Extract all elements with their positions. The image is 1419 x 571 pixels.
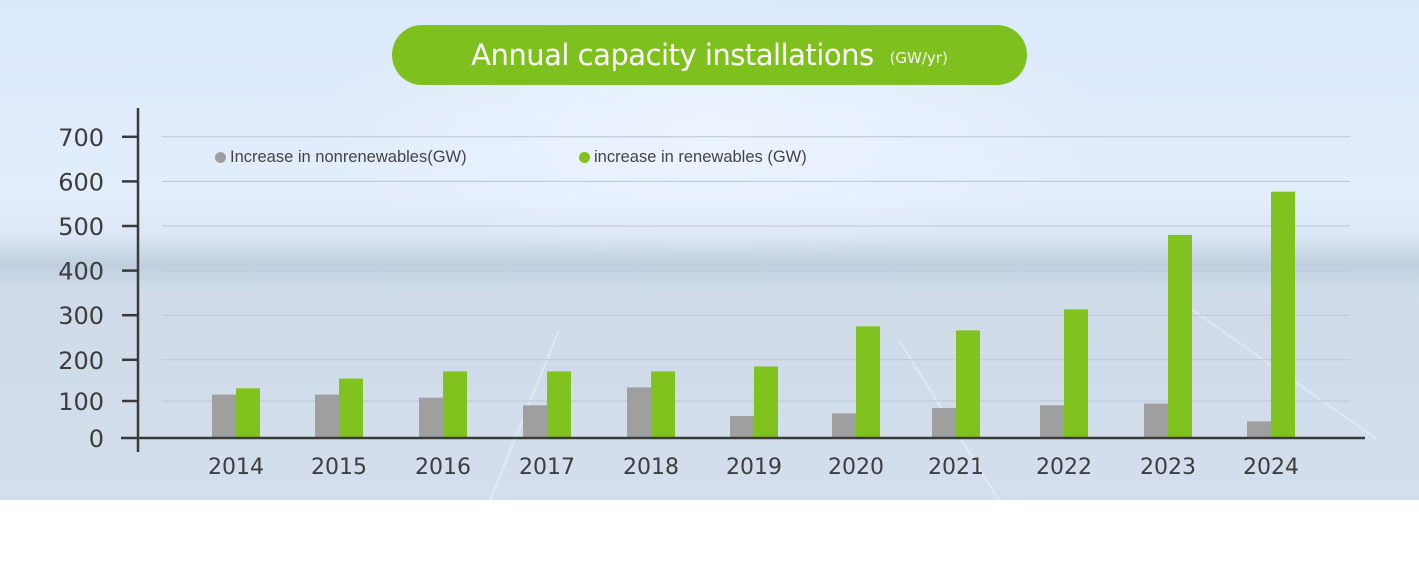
x-tick-label: 2020 — [828, 455, 884, 480]
x-tick-label: 2015 — [311, 455, 367, 480]
y-tick-labels: 0 100 200 300 400 500 600 700 — [58, 124, 104, 453]
legend-label-nonrenewables: Increase in nonrenewables(GW) — [230, 148, 467, 166]
bar-nonrenewables-2020 — [832, 413, 856, 438]
x-tick-label: 2019 — [726, 455, 782, 480]
bar-nonrenewables-2022 — [1040, 405, 1064, 438]
x-tick-label: 2023 — [1140, 455, 1196, 480]
chart-title: Annual capacity installations — [471, 38, 874, 72]
x-tick-label: 2022 — [1036, 455, 1092, 480]
bar-renewables-2015 — [339, 378, 363, 438]
x-tick-label: 2016 — [415, 455, 471, 480]
y-tick-label: 200 — [58, 347, 104, 375]
bar-nonrenewables-2017 — [523, 405, 547, 438]
legend-dot-gray — [215, 152, 226, 163]
y-tick-label: 400 — [58, 258, 104, 286]
bar-nonrenewables-2018 — [627, 387, 651, 438]
x-tick-label: 2024 — [1243, 455, 1299, 480]
x-tick-label: 2014 — [208, 455, 264, 480]
legend-item-renewables: increase in renewables (GW) — [579, 148, 807, 167]
legend-item-nonrenewables: Increase in nonrenewables(GW) — [215, 148, 467, 167]
bar-nonrenewables-2019 — [730, 415, 754, 438]
chart-title-banner: Annual capacity installations (GW/yr) — [392, 25, 1027, 85]
bar-renewables-2014 — [236, 388, 260, 438]
bar-renewables-2024 — [1271, 191, 1295, 438]
bar-renewables-2018 — [651, 371, 675, 438]
bar-nonrenewables-2021 — [932, 407, 956, 438]
x-tick-label: 2021 — [928, 455, 984, 480]
bar-renewables-2022 — [1064, 309, 1088, 438]
bars — [212, 191, 1295, 438]
bar-nonrenewables-2015 — [315, 394, 339, 438]
x-tick-label: 2017 — [519, 455, 575, 480]
y-tick-label: 300 — [58, 302, 104, 330]
bar-renewables-2017 — [547, 371, 571, 438]
axes — [121, 108, 1365, 452]
bar-renewables-2021 — [956, 330, 980, 438]
y-tick-label: 700 — [58, 124, 104, 152]
bar-nonrenewables-2023 — [1144, 403, 1168, 438]
y-tick-label: 500 — [58, 213, 104, 241]
legend-label-renewables: increase in renewables (GW) — [594, 148, 807, 166]
bar-renewables-2019 — [754, 366, 778, 438]
chart-unit: (GW/yr) — [889, 49, 948, 67]
bar-nonrenewables-2016 — [419, 397, 443, 438]
legend-dot-green — [579, 152, 590, 163]
bar-nonrenewables-2024 — [1247, 421, 1271, 438]
x-tick-labels: 2014 2015 2016 2017 2018 2019 2020 2021 2022 2023… — [208, 455, 1299, 480]
gridlines — [162, 136, 1350, 402]
x-tick-label: 2018 — [623, 455, 679, 480]
bar-nonrenewables-2014 — [212, 394, 236, 438]
y-tick-label: 100 — [58, 388, 104, 416]
y-tick-label: 600 — [58, 168, 104, 196]
bar-renewables-2020 — [856, 326, 880, 438]
bar-renewables-2016 — [443, 371, 467, 438]
bar-renewables-2023 — [1168, 234, 1192, 438]
y-tick-label: 0 — [89, 425, 104, 453]
